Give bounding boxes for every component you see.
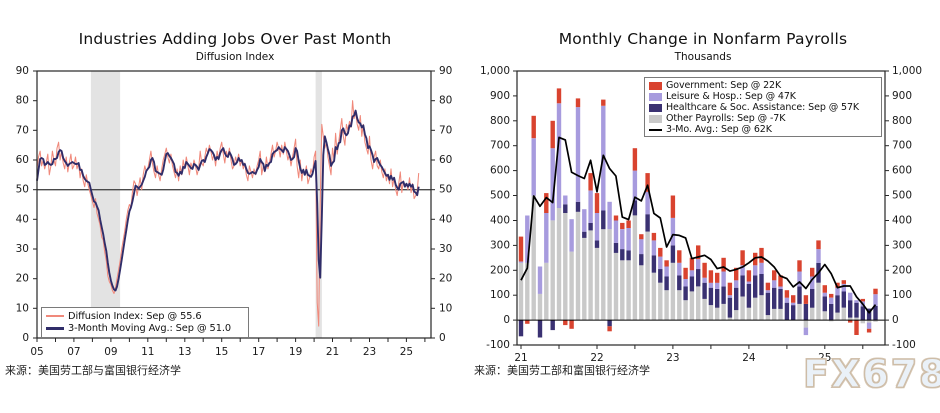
svg-text:50: 50 [439, 184, 452, 196]
svg-text:23: 23 [363, 346, 376, 358]
diffusion-chart-title: Industries Adding Jobs Over Past Month [78, 30, 392, 48]
svg-text:80: 80 [439, 95, 452, 107]
source-note-right: 来源：美国劳工部和富国银行经济学 [474, 364, 650, 377]
legend-item-label: 3-Month Moving Avg.: Sep @ 51.0 [68, 323, 231, 335]
svg-text:500: 500 [892, 190, 912, 202]
payrolls-chart-subtitle: Thousands [674, 51, 732, 63]
svg-text:25: 25 [818, 352, 831, 364]
svg-text:-100: -100 [486, 339, 510, 351]
payrolls-legend: Government: Sep @ 22K Leisure & Hosp.: S… [644, 77, 882, 137]
legend-item-3month-moving-avg: 3-Month Moving Avg.: Sep @ 51.0 [46, 323, 244, 334]
svg-text:21: 21 [514, 352, 527, 364]
svg-text:900: 900 [892, 90, 912, 102]
svg-text:24: 24 [742, 352, 756, 364]
svg-text:100: 100 [892, 289, 912, 301]
svg-text:10: 10 [439, 302, 452, 314]
other-payrolls-swatch [649, 114, 662, 123]
payrolls-chart-title: Monthly Change in Nonfarm Payrolls [558, 30, 848, 48]
svg-text:600: 600 [490, 165, 510, 177]
svg-text:15: 15 [215, 346, 228, 358]
diffusion-legend: Diffusion Index: Sep @ 55.6 3-Month Movi… [41, 307, 249, 338]
svg-text:200: 200 [892, 264, 912, 276]
government-swatch [649, 81, 662, 90]
svg-text:1,000: 1,000 [892, 65, 922, 77]
svg-text:50: 50 [16, 184, 29, 196]
legend-item-other-payrolls: Other Payrolls: Sep @ -7K [649, 113, 877, 124]
svg-text:1,000: 1,000 [480, 65, 510, 77]
svg-text:05: 05 [30, 346, 43, 358]
leisure-hosp-swatch [649, 92, 662, 101]
svg-text:90: 90 [439, 65, 452, 77]
svg-text:700: 700 [892, 140, 912, 152]
legend-item-leisure-hosp: Leisure & Hosp.: Sep @ 47K [649, 91, 877, 102]
svg-text:0: 0 [503, 314, 510, 326]
svg-text:0: 0 [22, 332, 29, 344]
nonfarm-payrolls-chart: -100 -100 0 0 100 100 200 200 300 300 400 400 500 500… [480, 65, 922, 364]
diffusion-chart-subtitle: Diffusion Index [195, 51, 275, 63]
svg-text:13: 13 [178, 346, 191, 358]
svg-text:600: 600 [892, 165, 912, 177]
avg-line-swatch [649, 128, 662, 131]
svg-text:400: 400 [892, 215, 912, 227]
moving-avg-line-swatch [46, 327, 64, 331]
legend-item-label: Healthcare & Soc. Assistance: Sep @ 57K [666, 102, 860, 113]
svg-text:07: 07 [67, 346, 80, 358]
legend-item-healthcare: Healthcare & Soc. Assistance: Sep @ 57K [649, 102, 877, 113]
legend-item-label: Diffusion Index: Sep @ 55.6 [68, 310, 202, 322]
legend-item-diffusion-index: Diffusion Index: Sep @ 55.6 [46, 311, 244, 322]
svg-text:10: 10 [16, 302, 29, 314]
svg-text:900: 900 [490, 90, 510, 102]
legend-item-label: Leisure & Hosp.: Sep @ 47K [666, 91, 796, 102]
svg-text:400: 400 [490, 215, 510, 227]
legend-item-label: Other Payrolls: Sep @ -7K [666, 113, 786, 124]
diffusion-index-line-swatch [46, 315, 64, 318]
source-note-left: 来源：美国劳工部与富国银行经济学 [5, 364, 181, 377]
svg-text:40: 40 [16, 213, 29, 225]
svg-text:90: 90 [16, 65, 29, 77]
svg-text:300: 300 [892, 239, 912, 251]
svg-text:40: 40 [439, 213, 452, 225]
svg-text:30: 30 [16, 243, 29, 255]
svg-text:800: 800 [490, 115, 510, 127]
svg-text:22: 22 [590, 352, 603, 364]
svg-text:0: 0 [892, 314, 899, 326]
svg-text:0: 0 [439, 332, 446, 344]
legend-item-government: Government: Sep @ 22K [649, 80, 877, 91]
svg-text:80: 80 [16, 95, 29, 107]
svg-text:17: 17 [252, 346, 265, 358]
legend-item-label: 3-Mo. Avg.: Sep @ 62K [666, 124, 772, 135]
svg-text:300: 300 [490, 239, 510, 251]
legend-item-label: Government: Sep @ 22K [666, 80, 782, 91]
diffusion-index-chart: 0 0 10 10 20 20 30 30 40 40 50 50 60 60 70 70 80 80 90 90 05… [16, 65, 453, 358]
svg-text:30: 30 [439, 243, 452, 255]
svg-text:800: 800 [892, 115, 912, 127]
svg-text:21: 21 [326, 346, 339, 358]
fx678-watermark: FX678 [802, 351, 940, 396]
svg-text:20: 20 [439, 273, 452, 285]
svg-text:60: 60 [439, 154, 452, 166]
svg-text:100: 100 [490, 289, 510, 301]
svg-text:09: 09 [104, 346, 117, 358]
svg-text:20: 20 [16, 273, 29, 285]
svg-text:700: 700 [490, 140, 510, 152]
svg-text:70: 70 [439, 124, 452, 136]
svg-text:60: 60 [16, 154, 29, 166]
svg-text:70: 70 [16, 124, 29, 136]
svg-text:23: 23 [666, 352, 679, 364]
svg-text:200: 200 [490, 264, 510, 276]
legend-item-3mo-avg: 3-Mo. Avg.: Sep @ 62K [649, 124, 877, 135]
svg-text:11: 11 [141, 346, 154, 358]
svg-text:19: 19 [289, 346, 302, 358]
healthcare-swatch [649, 103, 662, 112]
svg-text:-100: -100 [892, 339, 916, 351]
svg-text:25: 25 [400, 346, 413, 358]
svg-text:500: 500 [490, 190, 510, 202]
